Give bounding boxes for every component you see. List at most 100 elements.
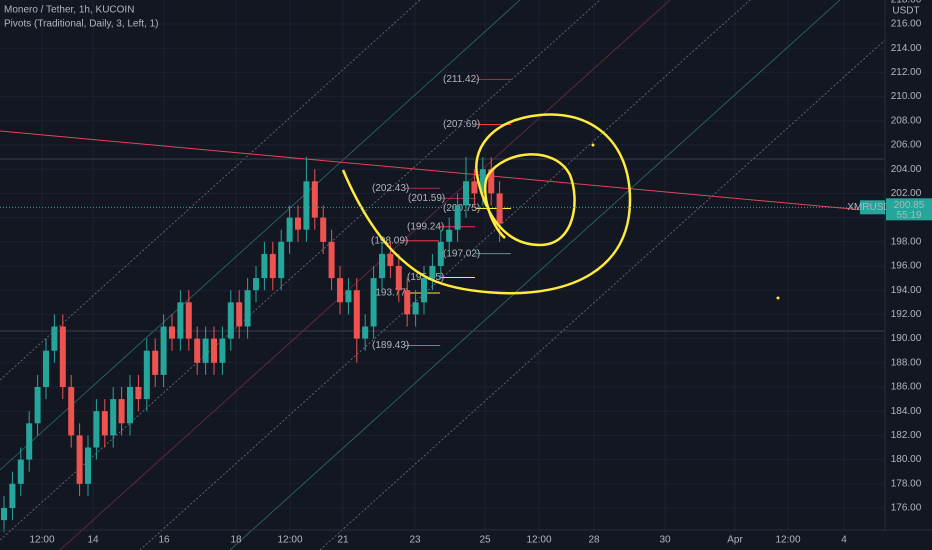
candle-body: [269, 253, 276, 279]
candle-body: [303, 181, 310, 230]
candle-body: [278, 241, 285, 279]
hand-drawn-spiral: [341, 113, 632, 295]
time-tick-label: 25: [479, 535, 491, 546]
time-tick-label: 16: [158, 535, 170, 546]
candle-body: [85, 447, 91, 484]
candle-body: [135, 387, 142, 400]
price-tag-label: 200.85: [894, 200, 925, 211]
time-tick-label: 12:00: [775, 535, 800, 546]
time-tick-label: 18: [230, 535, 242, 546]
pivot-label: (189.43): [372, 340, 409, 351]
price-tick-label: 198.00: [891, 236, 922, 247]
candle-body: [227, 302, 234, 339]
price-tick-label: 176.00: [891, 503, 922, 514]
channel-line: [0, 0, 521, 471]
pivot-label: (198.09): [371, 235, 408, 246]
candle-body: [421, 278, 427, 303]
price-tick-label: 194.00: [891, 285, 922, 296]
candle-body: [59, 326, 66, 387]
price-tick-label: 190.00: [891, 333, 922, 344]
candle-body: [118, 399, 125, 424]
price-tick-label: 206.00: [891, 140, 922, 151]
drawing: [341, 113, 780, 300]
candle-body: [328, 241, 335, 279]
price-tick-label: 204.00: [891, 164, 922, 175]
candle-body: [177, 302, 184, 339]
candle-body: [169, 326, 175, 339]
candle-body: [185, 302, 192, 339]
trend-line: [0, 130, 886, 213]
candles: [1, 157, 503, 533]
candle-body: [488, 169, 495, 194]
candle-body: [286, 217, 293, 242]
candle-body: [76, 435, 83, 484]
price-tick-label: 216.00: [891, 19, 922, 30]
channel-line: [0, 0, 601, 541]
candle-body: [194, 338, 201, 363]
price-tick-label: 192.00: [891, 309, 922, 320]
candle-body: [446, 229, 453, 242]
candle-body: [404, 290, 411, 315]
symbol-tag: [860, 200, 885, 215]
candle-body: [244, 290, 251, 327]
candle-body: [68, 387, 75, 436]
candle-body: [412, 302, 419, 315]
price-tick-label: 184.00: [891, 406, 922, 417]
candle-body: [160, 326, 167, 375]
price-tag: [886, 198, 932, 221]
candle-body: [320, 217, 327, 242]
pivot-label: (197.02): [443, 248, 480, 259]
channel-line: [229, 0, 841, 550]
price-tick-label: 212.00: [891, 67, 922, 78]
pivot-label: (199.24): [407, 221, 444, 232]
price-tick-label: 180.00: [891, 454, 922, 465]
indicator-title: Pivots (Traditional, Daily, 3, Left, 1): [4, 19, 159, 30]
time-tick-label: 12:00: [526, 535, 551, 546]
candle-body: [337, 278, 343, 303]
candle-body: [479, 169, 486, 194]
price-tick-label: 182.00: [891, 430, 922, 441]
candle-body: [202, 338, 209, 363]
time-tick-label: 14: [87, 535, 99, 546]
symbol-title: Monero / Tether, 1h, KUCOIN: [4, 5, 134, 16]
channel-line: [319, 39, 886, 550]
candle-body: [253, 278, 259, 291]
candle-body: [362, 326, 369, 339]
channel-line: [139, 0, 751, 550]
price-tick-label: 178.00: [891, 478, 922, 489]
dot: [776, 296, 780, 300]
time-tick-label: 28: [588, 535, 600, 546]
candle-body: [353, 290, 360, 339]
candle-body: [311, 181, 318, 218]
candle-body: [51, 326, 58, 351]
time-tick-label: 4: [841, 535, 847, 546]
candle-body: [101, 411, 108, 436]
time-axis-labels: 12:00 14 16 18 12:00 21 23 25 12:00 28 30 Apr 12:00 4: [29, 535, 847, 546]
candle-body: [152, 350, 159, 375]
candle-body: [395, 266, 402, 291]
price-tick-label: 218.00: [891, 0, 922, 5]
candle-body: [127, 387, 133, 424]
candle-body: [211, 338, 217, 363]
pivot-label: (202.43): [372, 183, 409, 194]
time-tick-label: 21: [337, 535, 349, 546]
candle-body: [9, 483, 16, 508]
price-axis-labels: 176.00 178.00 180.00 182.00 184.00 186.00 188.…: [891, 0, 922, 514]
candle-body: [17, 459, 24, 484]
candle-body: [429, 266, 436, 279]
candle-body: [295, 217, 301, 230]
candle-body: [143, 350, 150, 400]
candle-body: [93, 411, 100, 448]
symbol-tag-label: XMRUSDT: [847, 202, 896, 213]
price-tick-label: 214.00: [891, 43, 922, 54]
channel-line: [59, 0, 671, 550]
candle-body: [1, 508, 7, 521]
candle-body: [463, 181, 469, 206]
candle-body: [496, 193, 503, 224]
candle-body: [26, 423, 33, 460]
price-axis: [885, 0, 932, 550]
candle-body: [454, 205, 461, 230]
time-tick-label: Apr: [727, 535, 743, 546]
